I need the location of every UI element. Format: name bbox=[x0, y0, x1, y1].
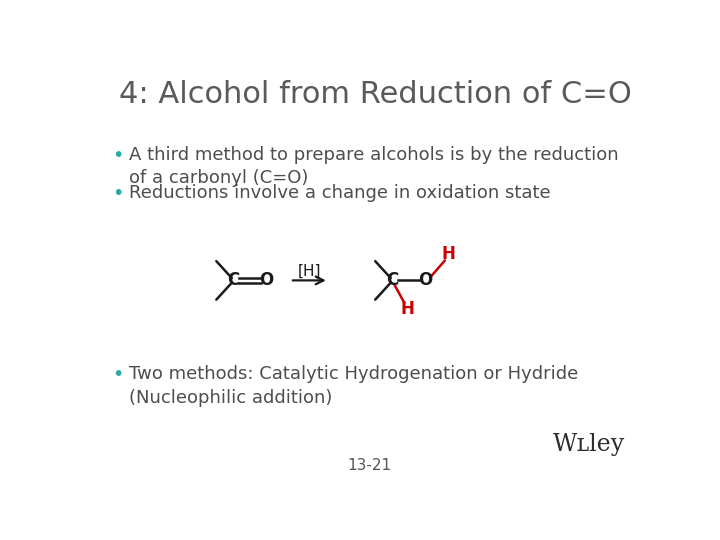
Text: A third method to prepare alcohols is by the reduction
of a carbonyl (C=O): A third method to prepare alcohols is by… bbox=[129, 146, 618, 187]
Text: O: O bbox=[418, 272, 433, 289]
Text: Two methods: Catalytic Hydrogenation or Hydride
(Nucleophilic addition): Two methods: Catalytic Hydrogenation or … bbox=[129, 365, 578, 407]
Text: •: • bbox=[112, 146, 123, 165]
Text: [H]: [H] bbox=[297, 264, 321, 279]
Text: 4: Alcohol from Reduction of C=O: 4: Alcohol from Reduction of C=O bbox=[120, 80, 632, 109]
Text: •: • bbox=[112, 184, 123, 203]
Text: Reductions involve a change in oxidation state: Reductions involve a change in oxidation… bbox=[129, 184, 550, 202]
Text: Wʟley: Wʟley bbox=[552, 433, 625, 456]
Text: O: O bbox=[260, 272, 274, 289]
Text: 13-21: 13-21 bbox=[347, 458, 391, 473]
Text: H: H bbox=[442, 245, 456, 263]
Text: H: H bbox=[400, 300, 414, 318]
Text: •: • bbox=[112, 365, 123, 384]
Text: C: C bbox=[386, 272, 398, 289]
Text: C: C bbox=[228, 272, 240, 289]
